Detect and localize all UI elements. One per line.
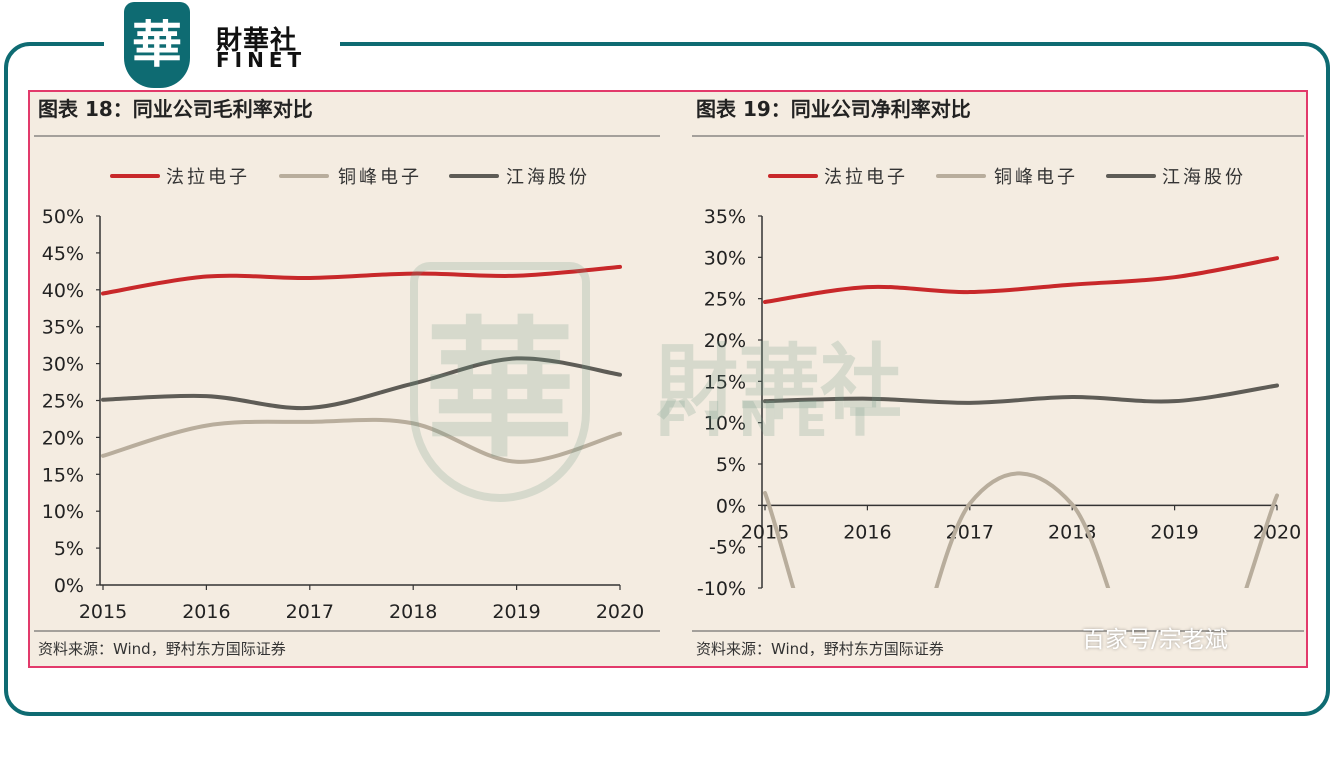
y-tick-label: 25% — [704, 289, 746, 311]
brand-logo-mark: 華 — [124, 2, 190, 88]
y-tick-label: 40% — [42, 280, 84, 302]
y-tick-label: 25% — [42, 391, 84, 413]
y-tick-label: 5% — [54, 538, 84, 560]
baijiahao-watermark: 百家号/宗老斌 — [1082, 627, 1228, 653]
x-tick-label: 2017 — [286, 601, 334, 623]
x-tick-label: 2019 — [1150, 521, 1198, 543]
series-line-铜峰电子 — [763, 471, 1279, 588]
series-line-江海股份 — [101, 356, 622, 411]
y-tick-label: 20% — [704, 330, 746, 352]
y-tick-label: 30% — [704, 247, 746, 269]
chart-1-title: 图表 18：同业公司毛利率对比 — [38, 97, 313, 121]
chart-2-title: 图表 19：同业公司净利率对比 — [696, 97, 971, 121]
x-tick-label: 2019 — [492, 601, 540, 623]
y-tick-label: 15% — [704, 371, 746, 393]
series-line-江海股份 — [763, 383, 1279, 405]
y-tick-label: -10% — [697, 578, 746, 600]
y-tick-label: 20% — [42, 427, 84, 449]
outer-frame — [4, 42, 1330, 716]
legend-label-铜峰电子: 铜峰电子 — [338, 167, 422, 188]
y-tick-label: -5% — [709, 537, 746, 559]
brand-name-en: FINET — [216, 48, 307, 72]
y-tick-label: 5% — [716, 454, 746, 476]
y-tick-label: 0% — [54, 575, 84, 597]
y-tick-label: 10% — [42, 501, 84, 523]
watermark-mark: 華 — [410, 262, 590, 502]
y-tick-label: 10% — [704, 413, 746, 435]
y-tick-label: 30% — [42, 354, 84, 376]
charts-panel — [28, 90, 1308, 668]
watermark-name-en: FINET — [656, 392, 893, 448]
legend-label-江海股份: 江海股份 — [506, 167, 590, 188]
x-tick-label: 2015 — [741, 521, 789, 543]
y-tick-label: 15% — [42, 464, 84, 486]
watermark-name-cn: 財華社 — [656, 336, 903, 431]
brand-name-cn: 財華社 — [216, 26, 298, 56]
x-tick-label: 2018 — [389, 601, 437, 623]
series-line-法拉电子 — [763, 256, 1279, 304]
legend-label-法拉电子: 法拉电子 — [824, 167, 908, 188]
y-tick-label: 50% — [42, 206, 84, 228]
y-tick-label: 35% — [42, 317, 84, 339]
legend-label-铜峰电子: 铜峰电子 — [994, 167, 1078, 188]
legend-label-法拉电子: 法拉电子 — [166, 167, 250, 188]
legend-label-江海股份: 江海股份 — [1162, 167, 1246, 188]
x-tick-label: 2015 — [79, 601, 127, 623]
y-tick-label: 45% — [42, 243, 84, 265]
chart-1-source: 资料来源：Wind，野村东方国际证券 — [38, 640, 286, 658]
y-tick-label: 0% — [716, 495, 746, 517]
x-tick-label: 2016 — [843, 521, 891, 543]
x-tick-label: 2020 — [596, 601, 644, 623]
y-tick-label: 35% — [704, 206, 746, 228]
chart-2-source: 资料来源：Wind，野村东方国际证券 — [696, 640, 944, 658]
x-tick-label: 2016 — [182, 601, 230, 623]
